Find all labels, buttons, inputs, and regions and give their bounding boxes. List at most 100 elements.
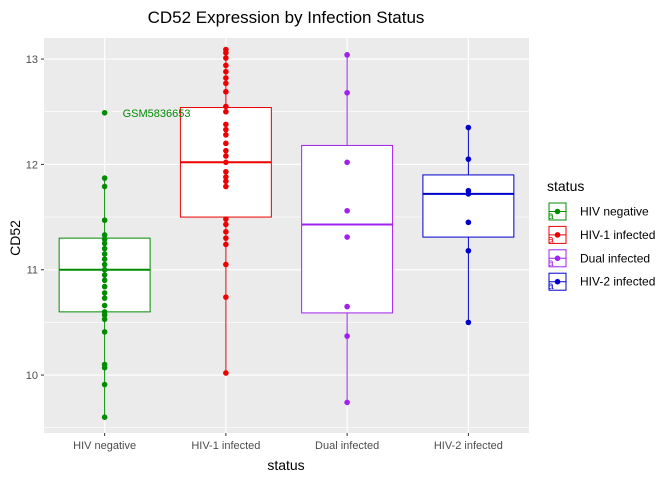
legend-key-glyph: a <box>548 234 554 245</box>
data-point <box>101 175 108 181</box>
data-point <box>101 261 108 268</box>
legend-key-glyph: a <box>548 211 554 222</box>
data-point <box>344 207 350 214</box>
data-point <box>101 295 108 301</box>
data-point <box>344 399 350 406</box>
chart-title: CD52 Expression by Infection Status <box>148 8 425 27</box>
legend-key: a <box>548 272 567 292</box>
data-point <box>223 241 229 248</box>
data-point <box>101 217 108 224</box>
data-point <box>223 108 229 115</box>
data-point <box>101 277 108 284</box>
legend-key-glyph: a <box>548 258 554 269</box>
box <box>301 144 394 314</box>
data-point <box>101 109 108 116</box>
data-point <box>101 245 108 252</box>
data-point <box>223 62 229 69</box>
data-point <box>223 159 229 166</box>
legend-key-glyph: a <box>548 281 554 292</box>
data-point <box>223 261 229 268</box>
data-point <box>101 302 108 309</box>
y-axis: 10 11 12 13 <box>26 54 44 382</box>
data-point <box>101 414 108 421</box>
data-point <box>101 251 108 257</box>
data-point <box>223 370 229 376</box>
data-point <box>101 283 108 290</box>
data-point <box>101 309 108 315</box>
y-tick-label: 12 <box>26 159 38 171</box>
data-point <box>223 221 229 228</box>
data-point <box>223 229 229 235</box>
legend-title: status <box>547 178 584 194</box>
data-point <box>344 52 350 58</box>
data-point <box>101 240 108 247</box>
data-point <box>223 103 229 110</box>
data-point <box>465 187 472 194</box>
legend-key-point <box>554 232 561 238</box>
x-tick-label: Dual infected <box>315 440 379 452</box>
data-point <box>223 235 229 241</box>
data-point <box>223 121 229 128</box>
data-point <box>101 266 108 273</box>
data-point <box>465 319 472 326</box>
data-point <box>223 183 229 190</box>
legend-key-point <box>554 278 561 285</box>
boxplot-group <box>179 46 272 376</box>
data-point <box>223 55 229 61</box>
data-point <box>223 294 229 300</box>
data-point <box>101 329 108 335</box>
y-tick-label: 13 <box>26 54 38 66</box>
data-point <box>223 153 229 159</box>
data-point <box>465 219 472 226</box>
y-tick-label: 10 <box>26 370 38 382</box>
data-point <box>223 168 229 175</box>
box <box>422 174 515 238</box>
legend-key: a <box>548 225 567 245</box>
data-point <box>223 132 229 138</box>
data-point <box>223 140 229 147</box>
y-tick-label: 11 <box>27 265 38 277</box>
legend-key-point <box>554 208 561 215</box>
legend-label: HIV-2 infected <box>580 275 655 289</box>
legend-key-point <box>554 255 561 262</box>
data-point <box>101 256 108 263</box>
data-point <box>101 290 108 296</box>
x-tick-label: HIV negative <box>73 440 136 452</box>
data-point <box>223 147 229 154</box>
data-point <box>223 174 229 180</box>
data-point <box>101 272 108 278</box>
boxplot-group <box>422 124 515 326</box>
data-point <box>344 234 350 240</box>
x-axis: HIV negative HIV-1 infected Dual infected H… <box>73 433 503 452</box>
legend: status a HIV negative a HIV-1 infected a Dual… <box>547 178 655 292</box>
data-point <box>223 68 229 75</box>
data-point <box>223 178 229 185</box>
data-point <box>223 126 229 133</box>
data-point <box>101 361 108 368</box>
data-point <box>223 216 229 222</box>
legend-key: a <box>548 202 567 222</box>
data-point <box>223 88 229 95</box>
data-point <box>223 46 229 53</box>
x-axis-title: status <box>267 457 304 473</box>
data-point <box>465 124 472 131</box>
data-point <box>344 333 350 339</box>
data-point <box>101 381 108 388</box>
point-annotation: GSM5836653 <box>123 108 191 120</box>
data-point <box>344 159 350 166</box>
y-axis-title: CD52 <box>7 220 23 256</box>
x-tick-label: HIV-2 infected <box>434 440 503 452</box>
data-point <box>101 236 108 242</box>
data-point <box>101 232 108 238</box>
legend-label: Dual infected <box>580 251 650 265</box>
boxplot-group <box>301 52 394 406</box>
data-point <box>101 183 108 190</box>
data-point <box>465 156 472 162</box>
data-point <box>223 75 229 81</box>
data-point <box>465 247 472 254</box>
boxplot-group <box>58 109 151 421</box>
legend-key: a <box>548 249 567 269</box>
legend-label: HIV negative <box>580 205 649 219</box>
data-point <box>223 80 229 87</box>
